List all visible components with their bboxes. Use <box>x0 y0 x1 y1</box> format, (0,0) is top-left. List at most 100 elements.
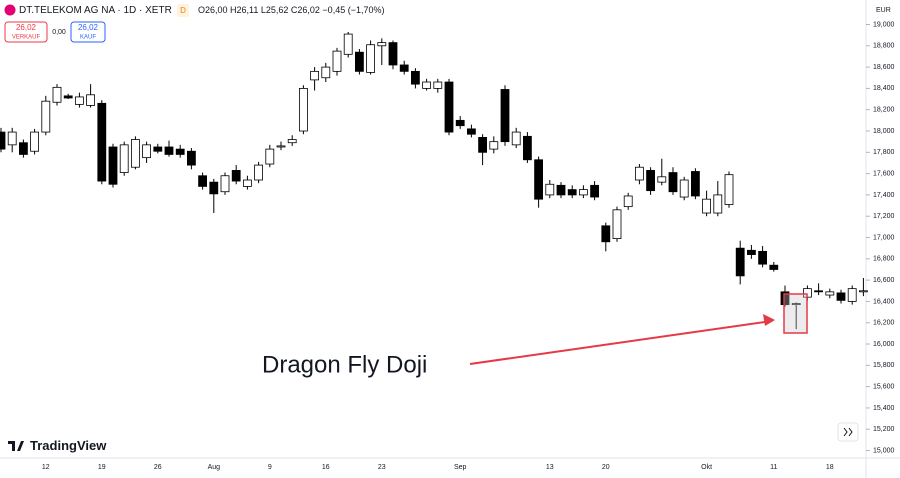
y-tick-label: 16,200 <box>873 320 895 327</box>
y-tick-label: 18,800 <box>873 43 895 50</box>
arrow-head <box>763 314 775 326</box>
candle-body <box>724 174 734 205</box>
candle-body <box>231 170 241 182</box>
candle-body <box>836 292 846 301</box>
y-tick-label: 17,600 <box>873 170 895 177</box>
x-tick-label: 18 <box>826 464 834 471</box>
y-tick-label: 16,600 <box>873 277 895 284</box>
y-tick-label: 17,200 <box>873 213 895 220</box>
y-tick-label: 16,000 <box>873 341 895 348</box>
candle-body <box>489 141 499 150</box>
candle-body <box>242 179 252 187</box>
y-tick-label: 15,600 <box>873 383 895 390</box>
candle-body <box>612 209 622 239</box>
candle-body <box>321 66 331 79</box>
candle-body <box>0 131 6 150</box>
candle-body <box>713 194 723 214</box>
x-tick-label: 19 <box>98 464 106 471</box>
x-tick-label: 11 <box>770 464 777 471</box>
candle-body <box>119 144 129 173</box>
symbol-logo <box>4 4 16 16</box>
sell-button[interactable] <box>4 21 48 43</box>
x-tick-label: 23 <box>378 464 386 471</box>
x-tick-label: 9 <box>268 464 272 471</box>
candle-body <box>735 247 745 277</box>
tv-logo: TradingView <box>30 438 107 453</box>
candle-body <box>7 131 17 146</box>
candle-body <box>343 33 353 55</box>
candle-body <box>433 81 443 89</box>
badge: D <box>180 6 186 15</box>
candle-body <box>310 70 320 81</box>
candle-body <box>847 288 857 302</box>
candle-body <box>590 184 599 198</box>
candle-body <box>377 42 387 47</box>
candle-body <box>86 94 95 106</box>
candle-body <box>500 89 510 143</box>
buy-price: 26,02 <box>78 23 99 32</box>
candle-body <box>758 250 767 265</box>
candle-body <box>679 179 689 198</box>
candle-body <box>859 290 868 293</box>
y-tick-label: 18,200 <box>873 107 895 114</box>
candle-body <box>646 170 655 192</box>
y-tick-label: 15,000 <box>873 447 895 454</box>
x-tick-label: 26 <box>154 464 162 471</box>
candle-body <box>41 100 51 133</box>
candle-body <box>579 189 588 196</box>
candle-body <box>142 144 152 159</box>
candle-body <box>556 184 566 196</box>
candle-body <box>623 195 633 208</box>
candle-body <box>635 166 644 181</box>
candle-body <box>791 303 801 306</box>
symbol: DT.TELEKOM AG NA · 1D · XETR <box>19 5 172 16</box>
candle-body <box>567 189 577 196</box>
candle-body <box>702 198 711 214</box>
candle-body <box>466 128 476 135</box>
y-tick-label: 16,800 <box>873 256 895 263</box>
y-tick-label: 17,000 <box>873 234 895 241</box>
candle-body <box>399 64 409 72</box>
candle-body <box>130 139 140 168</box>
candle-body <box>254 164 264 181</box>
buy-label: KAUF <box>80 35 96 41</box>
candle-body <box>75 96 84 105</box>
buy-button[interactable] <box>70 21 106 43</box>
candle-body <box>265 148 275 165</box>
candle-body <box>825 291 835 296</box>
candle-body <box>747 249 756 255</box>
candle-body <box>478 136 488 153</box>
x-tick-label: 20 <box>602 464 610 471</box>
spread: 0,00 <box>52 29 66 36</box>
candle-body <box>601 225 611 243</box>
candle-body <box>198 175 208 187</box>
candle-body <box>410 70 420 85</box>
scroll-icon <box>843 427 853 437</box>
candle-body <box>366 44 376 73</box>
y-tick-label: 18,400 <box>873 85 895 92</box>
x-tick-label: 16 <box>322 464 330 471</box>
candle-body <box>175 148 185 155</box>
candle-body <box>668 172 678 193</box>
candle-body <box>63 95 73 99</box>
y-tick-label: 18,600 <box>873 64 895 71</box>
candle-body <box>18 142 28 155</box>
x-tick-label: Sep <box>454 464 467 471</box>
candle-body <box>108 146 118 185</box>
candle-body <box>388 42 398 66</box>
candle-body <box>444 81 454 133</box>
candle-body <box>534 159 543 200</box>
sell-label: VERKAUF <box>12 35 41 41</box>
y-tick-label: 15,200 <box>873 426 895 433</box>
candle-body <box>164 146 174 155</box>
y-tick-label: 16,400 <box>873 298 895 305</box>
candle-body <box>287 139 297 144</box>
candle-body <box>186 150 196 166</box>
candle-body <box>657 176 667 183</box>
candle-body <box>814 290 823 293</box>
candle-body <box>511 131 521 146</box>
plot-area <box>0 31 868 330</box>
scroll-button[interactable] <box>837 422 859 442</box>
